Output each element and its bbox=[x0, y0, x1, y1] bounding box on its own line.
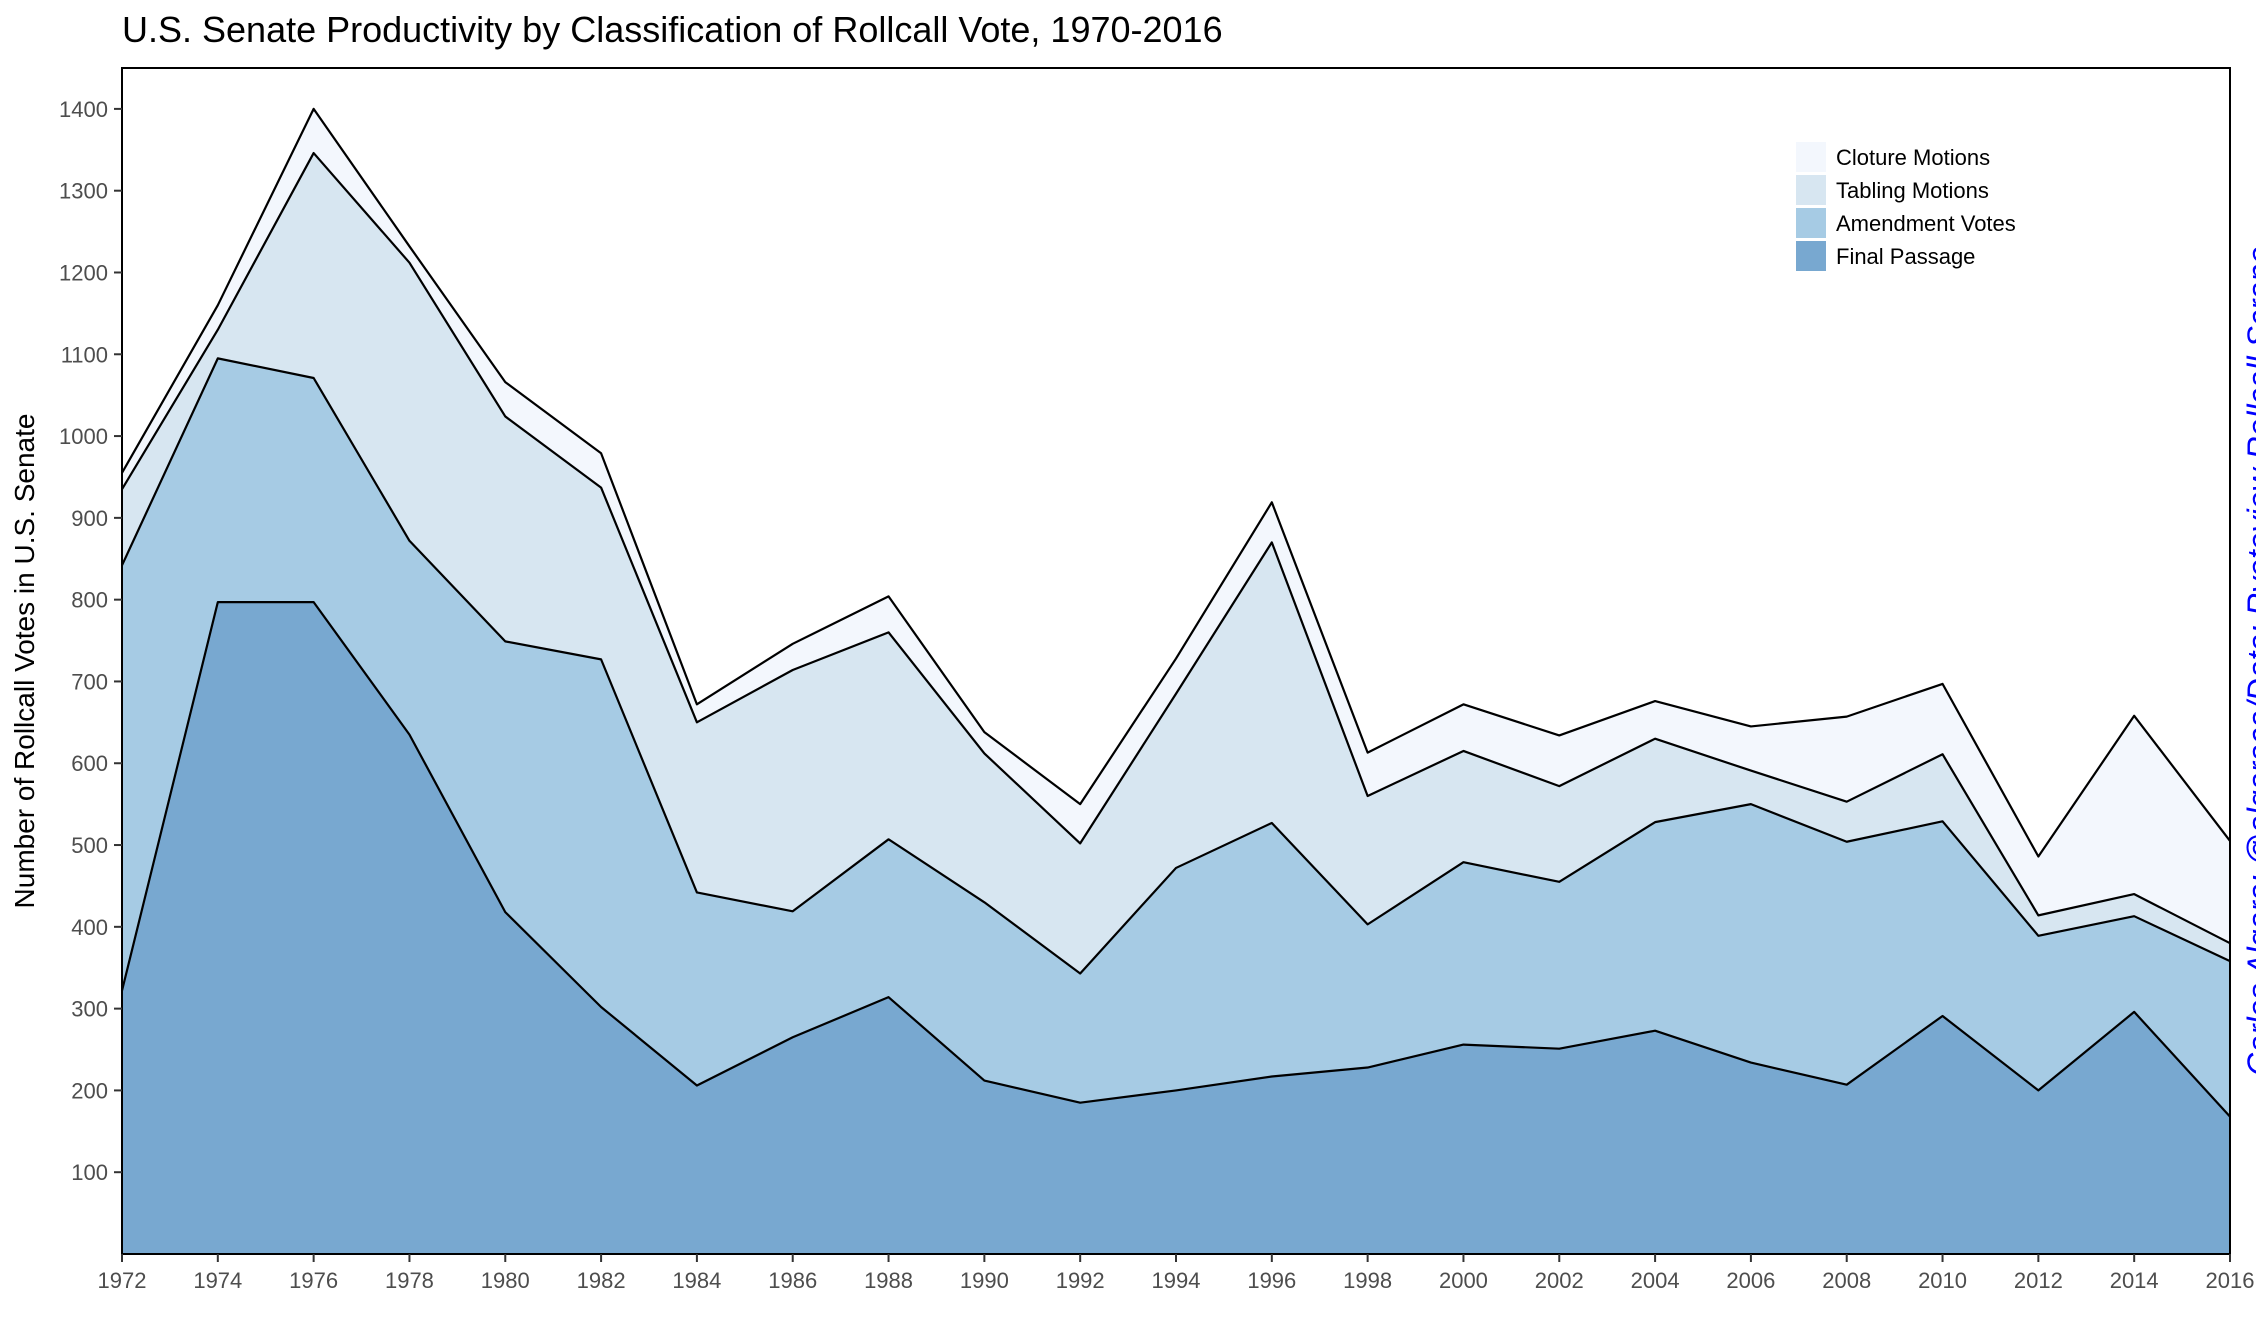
y-tick-label: 1400 bbox=[59, 97, 108, 122]
y-axis: 100 200 300 400 500 600 700 800 900 1000 1100 1200 1… bbox=[59, 97, 122, 1185]
legend-label-final-passage: Final Passage bbox=[1836, 244, 1975, 269]
y-tick-label: 1300 bbox=[59, 179, 108, 204]
x-tick-label: 2006 bbox=[1726, 1268, 1775, 1293]
y-tick-label: 800 bbox=[71, 588, 108, 613]
x-axis: 1972 1974 1976 1978 1980 1982 1984 1986 1988 1990… bbox=[98, 1254, 2255, 1293]
x-tick-label: 1998 bbox=[1343, 1268, 1392, 1293]
x-tick-label: 2010 bbox=[1918, 1268, 1967, 1293]
y-tick-label: 500 bbox=[71, 833, 108, 858]
x-tick-label: 2004 bbox=[1631, 1268, 1680, 1293]
x-tick-label: 1976 bbox=[289, 1268, 338, 1293]
x-tick-label: 1986 bbox=[768, 1268, 817, 1293]
line-final-passage bbox=[120, 601, 2231, 1118]
area-final-passage bbox=[122, 602, 2230, 1254]
y-tick-label: 200 bbox=[71, 1078, 108, 1103]
x-tick-label: 2014 bbox=[2110, 1268, 2159, 1293]
x-tick-label: 2000 bbox=[1439, 1268, 1488, 1293]
legend-label-amendment-votes: Amendment Votes bbox=[1836, 211, 2016, 236]
area-cloture-motions bbox=[122, 108, 2230, 944]
x-tick-label: 1994 bbox=[1152, 1268, 1201, 1293]
x-tick-label: 1972 bbox=[98, 1268, 147, 1293]
source-caption: Carlos Algara: @algaraca/Data: Rvoteview… bbox=[2241, 246, 2256, 1076]
legend-swatch-tabling-motions bbox=[1796, 175, 1826, 205]
y-tick-label: 1100 bbox=[61, 342, 108, 367]
legend-label-tabling-motions: Tabling Motions bbox=[1836, 178, 1989, 203]
y-tick-label: 1000 bbox=[59, 424, 108, 449]
legend: Cloture Motions Tabling Motions Amendment … bbox=[1796, 142, 2016, 271]
x-tick-label: 1978 bbox=[385, 1268, 434, 1293]
x-tick-label: 1984 bbox=[672, 1268, 721, 1293]
x-tick-label: 1992 bbox=[1056, 1268, 1105, 1293]
x-tick-label: 2008 bbox=[1822, 1268, 1871, 1293]
legend-swatch-amendment-votes bbox=[1796, 208, 1826, 238]
y-tick-label: 1200 bbox=[59, 260, 108, 285]
x-tick-label: 1980 bbox=[481, 1268, 530, 1293]
legend-swatch-cloture-motions bbox=[1796, 142, 1826, 172]
legend-label-cloture-motions: Cloture Motions bbox=[1836, 145, 1990, 170]
y-tick-label: 100 bbox=[71, 1160, 108, 1185]
legend-swatch-final-passage bbox=[1796, 241, 1826, 271]
line-cloture-motions bbox=[121, 107, 2231, 858]
line-amendment-votes bbox=[121, 357, 2231, 975]
chart-title: U.S. Senate Productivity by Classificati… bbox=[122, 9, 1223, 50]
y-tick-label: 300 bbox=[71, 997, 108, 1022]
y-tick-label: 600 bbox=[71, 751, 108, 776]
area-tabling-motions bbox=[122, 153, 2230, 974]
area-outlines bbox=[120, 107, 2231, 1118]
y-axis-label: Number of Rollcall Votes in U.S. Senate bbox=[9, 414, 40, 909]
y-tick-label: 400 bbox=[71, 915, 108, 940]
x-tick-label: 2012 bbox=[2014, 1268, 2063, 1293]
stacked-areas bbox=[122, 108, 2230, 1254]
x-tick-label: 1982 bbox=[577, 1268, 626, 1293]
x-tick-label: 2016 bbox=[2206, 1268, 2255, 1293]
x-tick-label: 1996 bbox=[1247, 1268, 1296, 1293]
y-tick-label: 700 bbox=[71, 669, 108, 694]
x-tick-label: 1988 bbox=[864, 1268, 913, 1293]
x-tick-label: 2002 bbox=[1535, 1268, 1584, 1293]
area-amendment-votes bbox=[122, 358, 2230, 1117]
y-tick-label: 900 bbox=[71, 506, 108, 531]
line-tabling-motions bbox=[121, 151, 2231, 945]
x-tick-label: 1990 bbox=[960, 1268, 1009, 1293]
x-tick-label: 1974 bbox=[193, 1268, 242, 1293]
